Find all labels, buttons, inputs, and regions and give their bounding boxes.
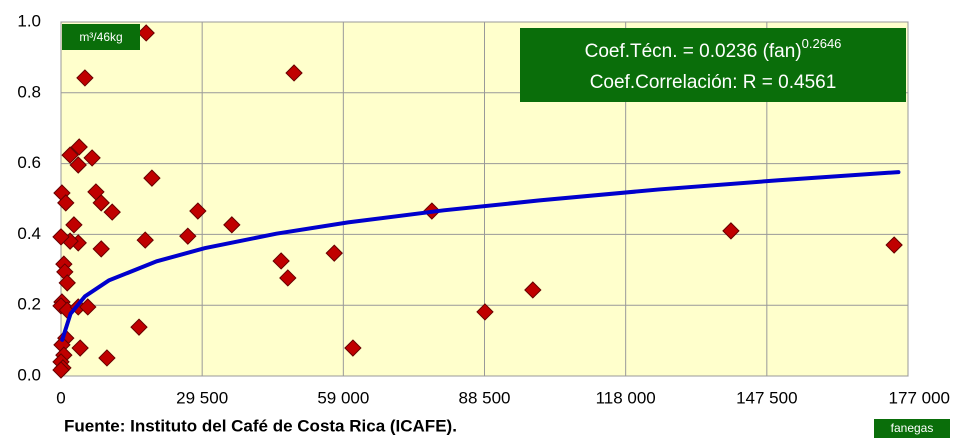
x-tick-label: 88 500 bbox=[459, 388, 511, 407]
point bbox=[524, 281, 542, 299]
point bbox=[57, 194, 75, 212]
x-tick-label: 29 500 bbox=[176, 388, 228, 407]
y-tick-label: 0.4 bbox=[17, 224, 41, 243]
point bbox=[92, 240, 110, 258]
trend-line bbox=[60, 170, 901, 342]
annotation-box bbox=[520, 28, 906, 102]
point bbox=[61, 146, 79, 164]
point bbox=[143, 169, 161, 187]
point bbox=[272, 252, 290, 270]
point bbox=[103, 203, 121, 221]
units-box bbox=[62, 24, 140, 50]
source: Fuente: Instituto del Café de Costa Rica… bbox=[64, 416, 457, 435]
point bbox=[223, 216, 241, 234]
point bbox=[476, 303, 494, 321]
point bbox=[885, 236, 903, 254]
annotation: Coef.Técn. = 0.0236 (fan)0.2646 bbox=[585, 36, 842, 62]
y-tick-label: 0.2 bbox=[17, 295, 41, 314]
x-tick-label: 177 000 bbox=[889, 388, 950, 407]
point bbox=[189, 202, 207, 220]
x-tick-label: 59 000 bbox=[317, 388, 369, 407]
x-tick-label: 118 000 bbox=[596, 388, 656, 407]
point bbox=[98, 349, 116, 367]
point bbox=[79, 298, 97, 316]
annotation-line: Coef.Correlación: R = 0.4561 bbox=[590, 72, 837, 93]
point bbox=[71, 339, 89, 357]
point bbox=[87, 183, 105, 201]
point bbox=[137, 24, 155, 42]
point bbox=[52, 361, 70, 379]
point bbox=[325, 244, 343, 262]
y-tick-label: 0.0 bbox=[17, 365, 41, 384]
point bbox=[136, 231, 154, 249]
point bbox=[52, 228, 70, 246]
point bbox=[279, 269, 297, 287]
point bbox=[70, 138, 88, 156]
point bbox=[130, 318, 148, 336]
point bbox=[69, 156, 87, 174]
units-label: m³/46kg bbox=[79, 30, 122, 44]
x-unit-box bbox=[874, 419, 950, 438]
x-unit-label: fanegas bbox=[891, 421, 934, 435]
point bbox=[65, 216, 83, 234]
point bbox=[179, 227, 197, 245]
annotation-exponent: 0.2646 bbox=[802, 36, 842, 51]
point bbox=[722, 222, 740, 240]
point bbox=[58, 274, 76, 292]
point bbox=[83, 149, 101, 167]
point bbox=[285, 64, 303, 82]
point bbox=[344, 339, 362, 357]
annotation-line: Coef.Técn. = 0.0236 (fan) bbox=[585, 41, 802, 62]
x-tick-label: 0 bbox=[56, 388, 65, 407]
point bbox=[76, 69, 94, 87]
y-tick-label: 1.0 bbox=[17, 11, 41, 30]
y-tick-label: 0.6 bbox=[17, 153, 41, 172]
x-tick-label: 147 500 bbox=[736, 388, 797, 407]
y-tick-label: 0.8 bbox=[17, 82, 41, 101]
